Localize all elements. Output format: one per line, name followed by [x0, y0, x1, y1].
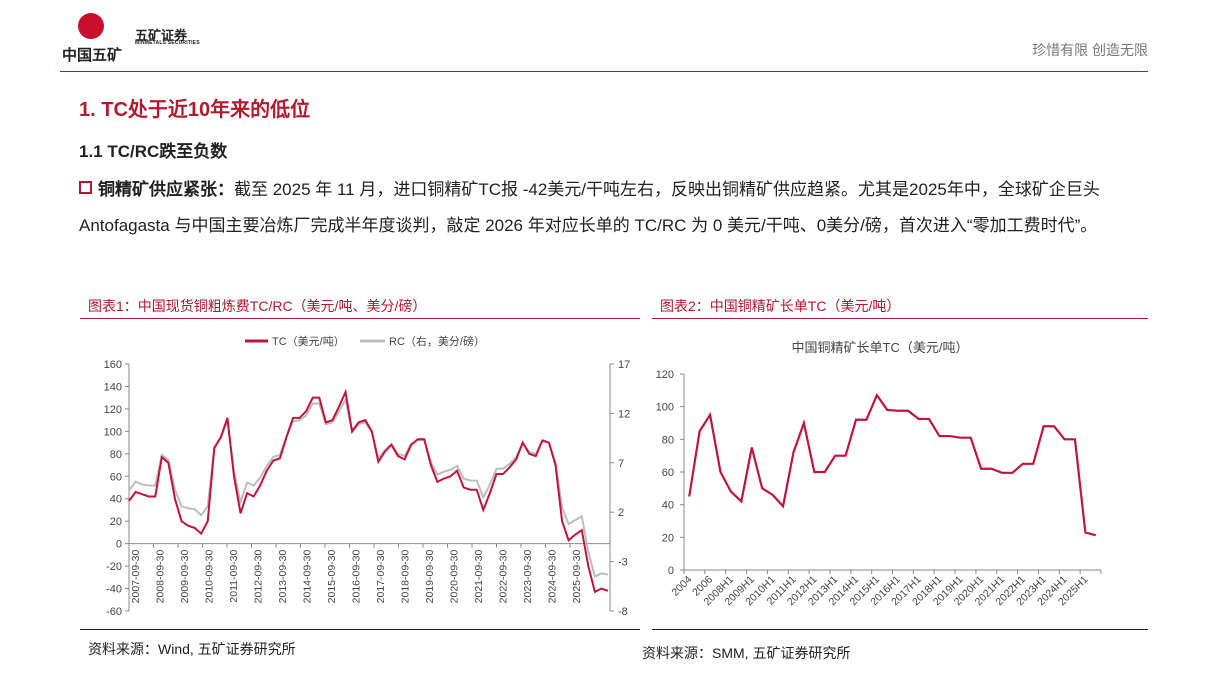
figure2-source: 资料来源：SMM, 五矿证券研究所: [642, 645, 851, 661]
y-tick-label: 80: [662, 434, 674, 446]
x-tick-label: 2018-09-30: [400, 549, 412, 603]
y-tick-label: 100: [656, 402, 674, 414]
x-tick-label: 2023-09-30: [522, 549, 534, 603]
tc-series-line: [128, 388, 609, 594]
y-tick-label: 0: [116, 539, 122, 551]
y2-tick-label: -3: [618, 557, 628, 569]
paragraph-text: 截至 2025 年 11 月，进口铜精矿TC报 -42美元/干吨左右，反映出铜精…: [79, 180, 1100, 235]
chart-title: 中国铜精矿长单TC（美元/吨）: [792, 340, 969, 355]
y-tick-label: 20: [110, 516, 122, 528]
y-tick-label: 120: [656, 369, 674, 381]
company-name-en: MINMETALS SECURITIES: [135, 40, 200, 46]
y-tick-label: 40: [662, 500, 674, 512]
y-tick-label: 80: [110, 449, 122, 461]
y2-tick-label: 12: [618, 408, 630, 420]
section-title: 1. TC处于近10年来的低位: [79, 99, 311, 121]
x-tick-label: 2017-09-30: [375, 549, 387, 603]
x-tick-label: 2009-09-30: [179, 549, 191, 603]
y-tick-label: 60: [662, 467, 674, 479]
figure2-caption: 图表2：中国铜精矿长单TC（美元/吨）: [660, 298, 901, 314]
tc-long-term-line: [688, 392, 1097, 537]
y-tick-label: -40: [106, 584, 122, 596]
figure1-caption: 图表1：中国现货铜粗炼费TC/RC（美元/吨、美分/磅）: [88, 298, 427, 314]
y-tick-label: 140: [104, 381, 122, 393]
x-tick-label: 2024-09-30: [547, 549, 559, 603]
figure1-caption-rule: [80, 318, 640, 319]
figure1-source-rule: [80, 629, 640, 630]
body-paragraph: 铜精矿供应紧张：截至 2025 年 11 月，进口铜精矿TC报 -42美元/干吨…: [79, 172, 1139, 244]
x-tick-label: 2004: [669, 574, 694, 599]
x-tick-label: 2020-09-30: [449, 549, 461, 603]
y2-tick-label: -8: [618, 606, 628, 618]
y-tick-label: 20: [662, 532, 674, 544]
subsection-title: 1.1 TC/RC跌至负数: [79, 142, 228, 161]
y-tick-label: -60: [106, 606, 122, 618]
figure2-caption-rule: [652, 318, 1148, 319]
y-tick-label: 60: [110, 471, 122, 483]
logo-emblem: [78, 13, 104, 39]
x-tick-label: 2022-09-30: [498, 549, 510, 603]
x-tick-label: 2015-09-30: [326, 549, 338, 603]
header-divider: [60, 71, 1148, 72]
slogan: 珍惜有限 创造无限: [1032, 42, 1148, 58]
y2-tick-label: 2: [618, 507, 624, 519]
y-tick-label: 160: [104, 359, 122, 371]
figure1-source: 资料来源：Wind, 五矿证券研究所: [88, 641, 296, 657]
figure2-source-rule: [652, 629, 1148, 630]
x-tick-label: 2007-09-30: [130, 549, 142, 603]
x-tick-label: 2021-09-30: [473, 549, 485, 603]
bullet-square-icon: [79, 181, 92, 194]
y-tick-label: 0: [668, 565, 674, 577]
logo-text: 中国五矿: [62, 47, 123, 64]
y-tick-label: -20: [106, 561, 122, 573]
y2-tick-label: 17: [618, 359, 630, 371]
x-tick-label: 2012-09-30: [253, 549, 265, 603]
y2-tick-label: 7: [618, 458, 624, 470]
x-tick-label: 2013-09-30: [277, 549, 289, 603]
y-tick-label: 120: [104, 404, 122, 416]
paragraph-lead: 铜精矿供应紧张：: [98, 180, 234, 199]
legend-rc-label: RC（右，美分/磅）: [389, 334, 485, 348]
chart-tc-rc-spot: 160 140 120 100 80 60 40 20 0 -20 -40 -60 17 12 7 2 -3 -8…: [104, 334, 631, 618]
company-name: 五矿证券: [135, 28, 188, 43]
x-tick-label: 2019-09-30: [424, 549, 436, 603]
legend-tc-label: TC（美元/吨）: [272, 335, 345, 348]
x-tick-label: 2025-09-30: [571, 549, 583, 603]
x-tick-label: 2008-09-30: [155, 549, 167, 603]
x-tick-label: 2011-09-30: [228, 549, 240, 602]
x-tick-label: 2014-09-30: [302, 549, 314, 603]
x-tick-label: 2010-09-30: [204, 549, 216, 603]
y-tick-label: 100: [104, 426, 122, 438]
y-tick-label: 40: [110, 494, 122, 506]
x-tick-label: 2016-09-30: [351, 549, 363, 603]
chart-long-term-tc: 中国铜精矿长单TC（美元/吨）1201008060402002004200620…: [656, 340, 1102, 608]
